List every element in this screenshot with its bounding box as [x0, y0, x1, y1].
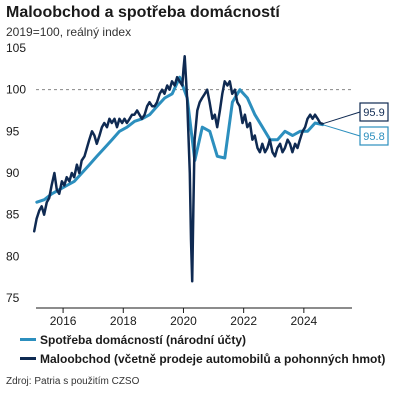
y-tick-label: 95 [6, 124, 20, 138]
y-tick-label: 85 [6, 208, 20, 222]
series-line-spotreba [35, 75, 325, 204]
x-tick-label: 2018 [110, 314, 137, 328]
legend-label-spotreba: Spotřeba domácností (národní účty) [40, 332, 247, 347]
legend-item-maloobchod: Maloobchod (včetně prodeje automobilů a … [20, 349, 395, 368]
x-tick-label: 2022 [230, 314, 257, 328]
series-line-maloobchod [32, 55, 324, 283]
y-tick-label: 105 [6, 41, 26, 55]
legend-label-maloobchod: Maloobchod (včetně prodeje automobilů a … [40, 351, 386, 366]
x-tick-label: 2020 [170, 314, 197, 328]
y-tick-label: 90 [6, 166, 20, 180]
end-label-maloobchod-leader [322, 111, 361, 125]
end-label-maloobchod-value: 95.9 [363, 107, 384, 119]
end-label-spotreba-leader [322, 124, 361, 137]
y-tick-label: 80 [6, 249, 20, 263]
x-tick-label: 2024 [290, 314, 317, 328]
legend-item-spotreba: Spotřeba domácností (národní účty) [20, 330, 395, 349]
end-label-spotreba-value: 95.8 [363, 131, 384, 143]
y-tick-label: 100 [6, 83, 26, 97]
legend-swatch-maloobchod [20, 357, 36, 360]
chart-subtitle: 2019=100, reálný index [6, 25, 132, 39]
legend-swatch-spotreba [20, 338, 36, 341]
chart-title: Maloobchod a spotřeba domácností [6, 4, 280, 21]
y-tick-label: 75 [6, 291, 20, 305]
source-note: Zdroj: Patria s použitím CZSO [6, 376, 140, 387]
end-label-spotreba-box [359, 126, 389, 146]
chart-legend: Spotřeba domácností (národní účty) Maloo… [20, 330, 395, 368]
end-label-maloobchod-box [359, 102, 389, 122]
x-tick-label: 2016 [50, 314, 77, 328]
